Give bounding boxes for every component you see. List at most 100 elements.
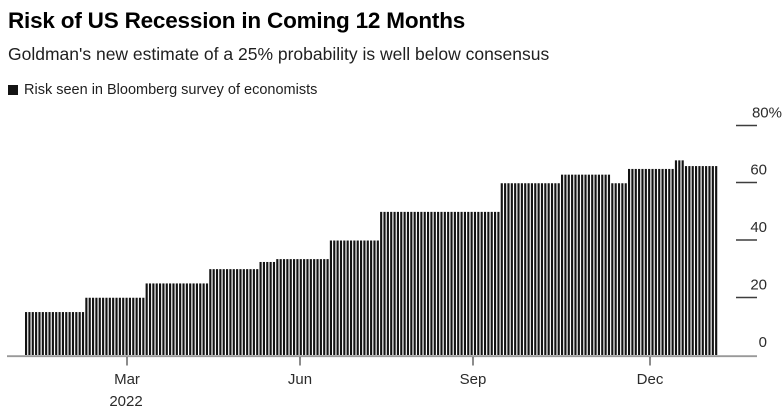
bar — [614, 183, 617, 355]
bar — [68, 312, 71, 355]
bar — [400, 211, 403, 356]
bar — [396, 211, 399, 356]
bar — [222, 269, 225, 356]
bar — [242, 269, 245, 356]
bar — [567, 174, 570, 355]
bar — [256, 269, 259, 356]
bar — [698, 166, 701, 355]
bar — [333, 240, 336, 355]
bar — [363, 240, 366, 355]
chart-title: Risk of US Recession in Coming 12 Months — [8, 8, 466, 33]
bar — [550, 183, 554, 355]
bar — [494, 211, 497, 356]
y-tick-label-80: 80% — [752, 105, 782, 122]
x-axis-year-label: 2022 — [109, 393, 142, 410]
bar — [199, 283, 202, 355]
bar — [323, 259, 326, 355]
bar — [189, 283, 192, 355]
bar — [597, 174, 600, 355]
bar — [165, 283, 168, 355]
bar — [514, 183, 517, 355]
bar — [450, 211, 453, 356]
bar — [272, 261, 276, 355]
bar — [520, 183, 523, 355]
bar — [658, 168, 661, 355]
bar — [540, 183, 544, 355]
bar — [259, 261, 262, 355]
bar — [457, 211, 460, 356]
bar — [142, 297, 145, 355]
bar — [715, 166, 718, 355]
bar — [349, 240, 353, 355]
bar — [691, 166, 694, 355]
bar — [246, 269, 249, 356]
bar — [185, 283, 188, 355]
y-tick-label-40: 40 — [750, 219, 767, 236]
bar — [684, 166, 688, 355]
bar — [25, 312, 28, 355]
y-tick-label-20: 20 — [750, 277, 767, 294]
bar — [279, 259, 282, 355]
bar — [470, 211, 473, 356]
bar — [604, 174, 607, 355]
bar — [145, 283, 148, 355]
bar — [406, 211, 410, 356]
bar — [95, 297, 98, 355]
bar — [547, 183, 550, 355]
bar — [343, 240, 346, 355]
bar — [252, 269, 255, 356]
bar — [611, 183, 614, 355]
bar — [624, 183, 627, 355]
y-tick-label-0: 0 — [759, 334, 767, 351]
bar — [92, 297, 95, 355]
bar — [289, 259, 292, 355]
bar — [594, 174, 597, 355]
bar — [554, 183, 557, 355]
bar — [510, 183, 513, 355]
bar — [453, 211, 456, 356]
bar — [105, 297, 108, 355]
bar — [319, 259, 322, 355]
bar — [534, 183, 537, 355]
bar — [118, 297, 121, 355]
legend-label: Risk seen in Bloomberg survey of economi… — [24, 82, 318, 98]
bar — [487, 211, 490, 356]
bar — [229, 269, 232, 356]
bar — [564, 174, 567, 355]
bar — [55, 312, 58, 355]
bar — [631, 168, 634, 355]
bar — [155, 283, 158, 355]
bar — [638, 168, 641, 355]
bar — [299, 259, 302, 355]
bar — [708, 166, 711, 355]
bar — [329, 240, 332, 355]
bar — [403, 211, 406, 356]
bar — [313, 259, 316, 355]
bar — [282, 259, 286, 355]
bar — [339, 240, 343, 355]
bar — [122, 297, 125, 355]
bar — [651, 168, 654, 355]
x-tick-label-dec: Dec — [637, 371, 664, 388]
bar — [108, 297, 111, 355]
bar — [296, 259, 299, 355]
bar — [276, 259, 279, 355]
bar — [584, 174, 587, 355]
bar — [215, 269, 219, 356]
bar — [45, 312, 48, 355]
bar — [172, 283, 175, 355]
bar — [205, 283, 209, 355]
bar — [483, 211, 487, 356]
bar — [159, 283, 162, 355]
bar — [135, 297, 138, 355]
bar — [195, 283, 198, 355]
bar — [581, 174, 584, 355]
bar — [678, 160, 681, 355]
bar — [524, 183, 527, 355]
bar — [628, 168, 631, 355]
bar — [98, 297, 101, 355]
x-tick-label-sep: Sep — [460, 371, 487, 388]
bar — [497, 211, 500, 356]
bar — [504, 183, 507, 355]
bar — [58, 312, 61, 355]
